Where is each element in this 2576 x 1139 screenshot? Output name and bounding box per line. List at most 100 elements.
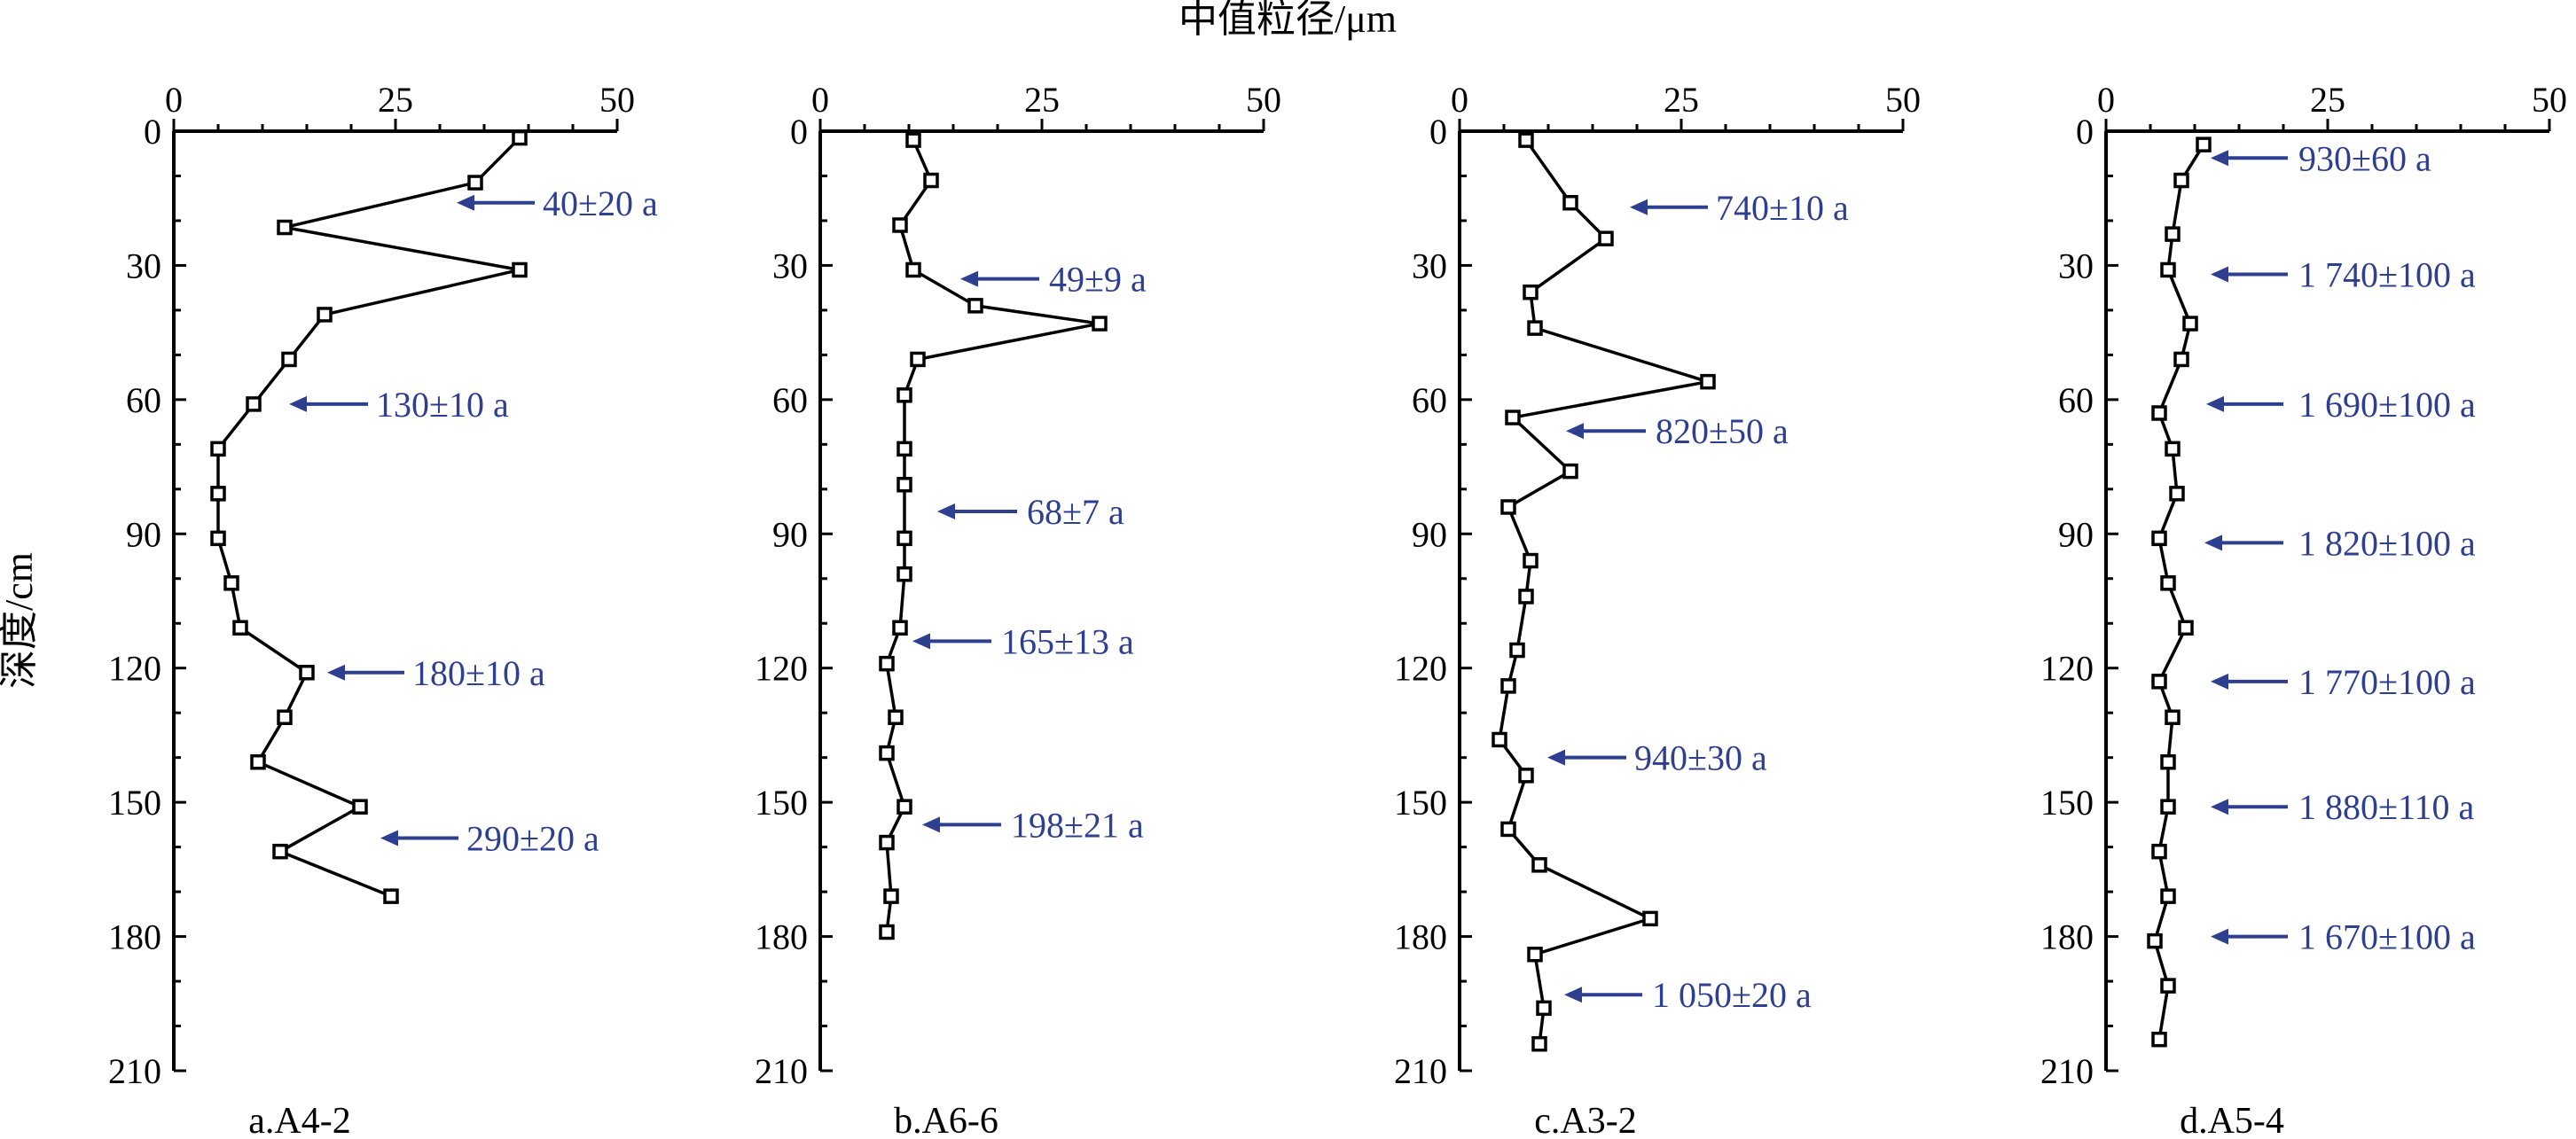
annotation-label: 940±30 a bbox=[1634, 738, 1767, 778]
data-point bbox=[1527, 320, 1543, 336]
y-tick-label: 210 bbox=[755, 1051, 808, 1091]
annotation-arrow-head bbox=[1547, 749, 1565, 766]
data-point bbox=[892, 217, 908, 233]
data-point bbox=[879, 745, 895, 761]
x-tick-label: 50 bbox=[2532, 80, 2567, 120]
data-point bbox=[1531, 1035, 1547, 1052]
data-point bbox=[2160, 799, 2176, 815]
annotation-label: 1 820±100 a bbox=[2298, 523, 2476, 563]
data-point bbox=[892, 620, 908, 636]
data-point bbox=[2151, 405, 2167, 421]
data-point bbox=[923, 172, 939, 189]
data-point bbox=[246, 396, 262, 412]
data-point bbox=[467, 175, 483, 191]
data-point bbox=[905, 132, 921, 148]
data-point bbox=[1562, 195, 1578, 211]
annotation-label: 1 770±100 a bbox=[2298, 662, 2476, 702]
data-point bbox=[897, 477, 912, 493]
panel-label: b.A6-6 bbox=[894, 1101, 998, 1139]
data-point bbox=[883, 888, 899, 904]
annotation-arrow-head bbox=[1630, 199, 1648, 215]
data-point bbox=[897, 387, 912, 403]
annotation-arrow-head bbox=[2206, 395, 2224, 412]
data-point bbox=[210, 530, 226, 547]
annotation-label: 49±9 a bbox=[1049, 260, 1147, 300]
annotation-label: 180±10 a bbox=[412, 653, 545, 693]
panel-4: 0 25 50 0 30 60 90 120 150 180 210 930±60 a 1 740±10… bbox=[2040, 80, 2567, 1139]
y-tick-label: 210 bbox=[2040, 1051, 2094, 1091]
data-point bbox=[888, 709, 904, 725]
data-point bbox=[2151, 1031, 2167, 1048]
y-tick-label: 210 bbox=[1394, 1051, 1447, 1091]
annotation-arrow-head bbox=[2211, 799, 2228, 815]
annotation-arrow-head bbox=[2204, 534, 2222, 551]
data-point bbox=[2178, 620, 2194, 636]
y-axis-title: 深度/cm bbox=[0, 552, 41, 689]
panel-3: 0 25 50 0 30 60 90 120 150 180 210 740±10 a 820±50 a… bbox=[1394, 80, 1921, 1139]
data-point bbox=[1527, 947, 1543, 963]
data-point bbox=[2160, 575, 2176, 591]
data-point bbox=[2182, 316, 2198, 332]
data-point bbox=[897, 441, 912, 457]
x-tick-label: 25 bbox=[1664, 80, 1699, 120]
annotation-label: 198±21 a bbox=[1011, 805, 1144, 845]
data-point bbox=[1700, 373, 1716, 390]
annotation-label: 40±20 a bbox=[543, 183, 658, 223]
x-tick-label: 50 bbox=[1885, 80, 1921, 120]
data-point bbox=[879, 924, 895, 940]
data-point bbox=[2160, 261, 2176, 278]
data-point bbox=[317, 307, 333, 323]
annotation-label: 1 690±100 a bbox=[2298, 385, 2476, 425]
y-tick-label: 90 bbox=[772, 514, 808, 554]
y-tick-label: 150 bbox=[108, 783, 161, 823]
data-point bbox=[897, 530, 912, 547]
data-point bbox=[879, 834, 895, 851]
data-point bbox=[1092, 316, 1108, 332]
data-point bbox=[910, 351, 926, 368]
annotation-label: 1 740±100 a bbox=[2298, 255, 2476, 295]
data-point bbox=[2173, 172, 2189, 189]
data-point bbox=[2196, 137, 2212, 152]
panel-label: c.A3-2 bbox=[1534, 1101, 1636, 1139]
x-tick-label: 25 bbox=[1024, 80, 1060, 120]
y-tick-label: 180 bbox=[1394, 917, 1447, 957]
annotation-label: 1 050±20 a bbox=[1652, 975, 1812, 1015]
data-point bbox=[2165, 226, 2181, 242]
y-tick-label: 0 bbox=[1429, 112, 1447, 152]
y-tick-label: 90 bbox=[2058, 514, 2094, 554]
data-point bbox=[1531, 857, 1547, 873]
y-tick-label: 30 bbox=[1412, 246, 1447, 285]
data-point bbox=[1518, 589, 1534, 605]
data-point bbox=[299, 665, 315, 681]
x-tick-label: 0 bbox=[165, 80, 183, 120]
y-tick-label: 60 bbox=[2058, 380, 2094, 420]
annotation-label: 165±13 a bbox=[1001, 621, 1134, 661]
y-tick-label: 30 bbox=[772, 246, 808, 285]
annotation-arrow-head bbox=[1566, 423, 1584, 440]
data-point bbox=[1505, 410, 1521, 425]
data-point bbox=[1500, 678, 1516, 694]
panel-2: 0 25 50 0 30 60 90 120 150 180 210 49±9 a 68±7 a 165±… bbox=[755, 80, 1281, 1139]
y-tick-label: 150 bbox=[755, 783, 808, 823]
y-tick-label: 180 bbox=[108, 917, 161, 957]
panels: 0 25 50 0 30 60 90 120 150 180 210 40±20 a 130±10 a 1… bbox=[108, 80, 2567, 1139]
annotation-arrow-head bbox=[960, 270, 978, 287]
data-point bbox=[2169, 486, 2185, 502]
data-point bbox=[512, 261, 528, 278]
data-point bbox=[223, 575, 239, 591]
annotation-arrow-head bbox=[457, 194, 474, 211]
annotation-label: 1 670±100 a bbox=[2298, 917, 2476, 957]
y-tick-label: 30 bbox=[2058, 246, 2094, 285]
annotation-arrow-head bbox=[327, 664, 345, 681]
data-point bbox=[1518, 768, 1534, 784]
annotation-label: 930±60 a bbox=[2298, 138, 2431, 178]
y-tick-label: 90 bbox=[126, 514, 161, 554]
annotation-arrow-head bbox=[912, 633, 930, 650]
y-tick-label: 0 bbox=[2076, 112, 2094, 152]
x-tick-label: 25 bbox=[378, 80, 413, 120]
data-point bbox=[250, 753, 266, 770]
y-tick-label: 60 bbox=[772, 380, 808, 420]
data-point bbox=[210, 486, 226, 502]
annotation-arrow-head bbox=[1564, 987, 1582, 1003]
annotation-arrow-head bbox=[922, 816, 940, 833]
